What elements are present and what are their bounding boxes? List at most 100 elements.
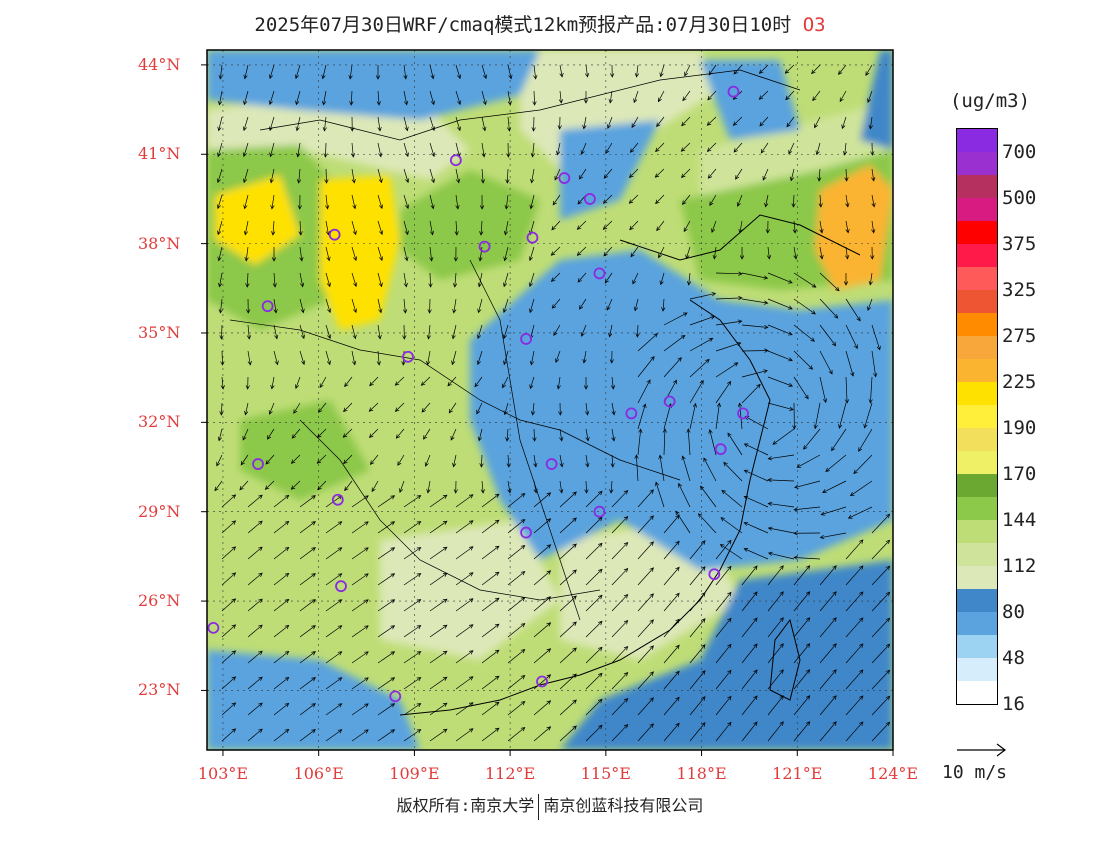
- wind-arrow: [611, 568, 629, 586]
- wind-arrow: [663, 670, 680, 690]
- wind-arrow: [217, 142, 223, 158]
- wind-arrow: [299, 298, 305, 314]
- longitude-label: 109°E: [389, 764, 440, 783]
- wind-arrow: [803, 428, 821, 450]
- wind-arrow: [767, 477, 795, 483]
- wind-arrow: [813, 402, 821, 430]
- wind-arrow: [689, 292, 717, 300]
- wind-arrow: [715, 643, 732, 664]
- wind-arrow: [867, 298, 873, 311]
- wind-arrow: [737, 402, 743, 430]
- wind-arrow: [792, 402, 797, 430]
- wind-arrow: [270, 376, 275, 390]
- legend-label: 144: [1002, 509, 1037, 531]
- wind-arrow: [634, 64, 640, 78]
- wind-arrow: [845, 565, 864, 586]
- wind-arrow: [351, 194, 357, 210]
- wind-arrow: [243, 90, 249, 106]
- wind-arrow: [429, 142, 436, 158]
- wind-arrow: [793, 565, 811, 586]
- wind-arrow: [480, 480, 485, 494]
- wind-arrow: [585, 568, 603, 586]
- wind-arrow: [216, 454, 223, 467]
- wind-arrow: [368, 428, 379, 439]
- wind-arrow: [377, 142, 383, 158]
- wind-arrow: [819, 376, 828, 404]
- wind-arrow: [507, 701, 526, 716]
- wind-arrow: [503, 350, 509, 366]
- wind-arrow: [216, 194, 223, 210]
- wind-arrow: [811, 64, 821, 75]
- wind-arrow: [533, 700, 552, 716]
- wind-arrow: [858, 428, 873, 452]
- wind-arrow: [689, 540, 706, 560]
- boundary-line: [259, 69, 801, 141]
- wind-arrow: [844, 246, 850, 260]
- wind-arrow: [689, 566, 706, 586]
- wind-arrow: [429, 168, 435, 184]
- wind-arrow: [788, 142, 795, 155]
- wind-arrow: [723, 461, 743, 482]
- wind-arrow: [403, 599, 422, 612]
- wind-arrow: [552, 194, 561, 206]
- wind-arrow: [715, 341, 742, 352]
- wind-arrow: [325, 194, 330, 210]
- wind-arrow: [845, 298, 861, 322]
- longitude-label: 118°E: [676, 764, 727, 783]
- wind-arrow: [403, 521, 422, 534]
- wind-arrow: [793, 695, 811, 716]
- wind-arrow: [325, 350, 331, 366]
- wind-arrow: [767, 591, 784, 612]
- wind-arrow: [758, 90, 769, 100]
- wind-arrow: [296, 142, 301, 158]
- wind-arrow: [351, 220, 357, 236]
- station-marker: [625, 407, 638, 420]
- longitude-label: 106°E: [293, 764, 344, 783]
- wind-arrow: [772, 428, 795, 445]
- wind-arrow: [268, 402, 275, 415]
- wind-arrow: [630, 246, 639, 258]
- wind-arrow: [529, 194, 535, 210]
- wind-arrow: [377, 703, 396, 716]
- wind-arrow: [427, 298, 432, 314]
- wind-arrow: [819, 532, 847, 540]
- wind-arrow: [579, 168, 587, 180]
- wind-arrow: [447, 376, 457, 387]
- taiwan-outline: [769, 618, 801, 701]
- legend-swatch: [957, 244, 997, 267]
- wind-arrow: [533, 480, 538, 494]
- wind-arrow: [217, 272, 223, 288]
- wind-arrow: [351, 324, 357, 340]
- wind-arrow: [273, 298, 278, 314]
- wind-arrow: [868, 376, 873, 404]
- wind-arrow: [503, 272, 509, 288]
- wind-arrow: [402, 324, 407, 340]
- wind-arrow: [321, 90, 327, 106]
- wind-arrow: [325, 573, 343, 586]
- wind-arrow: [455, 90, 462, 106]
- wind-arrow: [479, 194, 485, 210]
- wind-arrow: [559, 569, 577, 586]
- legend-label: 375: [1002, 233, 1037, 255]
- wind-arrow: [368, 402, 379, 412]
- wind-arrow: [291, 428, 301, 439]
- wind-arrow: [819, 643, 837, 664]
- wind-arrow: [395, 428, 405, 439]
- ozone-field-mid: [240, 400, 370, 500]
- wind-arrow: [377, 625, 396, 638]
- wind-arrow: [246, 324, 252, 340]
- legend-label: 500: [1002, 187, 1037, 209]
- wind-arrow: [298, 220, 303, 236]
- copyright-separator: [538, 793, 540, 820]
- wind-arrow: [871, 350, 878, 378]
- wind-arrow: [325, 521, 343, 534]
- wind-arrow: [706, 142, 717, 152]
- wind-arrow: [819, 350, 833, 375]
- wind-arrow: [273, 494, 290, 508]
- wind-arrow: [377, 729, 396, 742]
- wind-arrow: [343, 402, 353, 413]
- wind-arrow: [843, 272, 849, 286]
- wind-arrow: [351, 246, 358, 262]
- legend-swatch: [957, 658, 997, 681]
- wind-arrow: [502, 298, 509, 314]
